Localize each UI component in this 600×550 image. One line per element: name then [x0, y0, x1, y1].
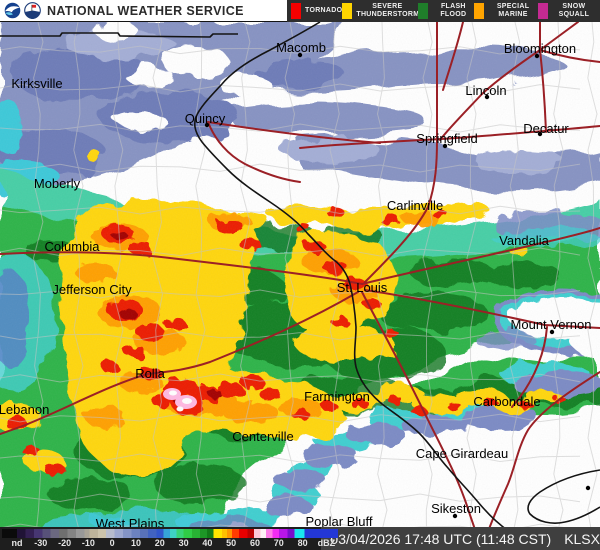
- legend-item: SPECIAL MARINE: [474, 3, 537, 19]
- city-dot: [585, 485, 591, 491]
- city-dot: [534, 53, 540, 59]
- nws-logo-icon: [24, 2, 41, 19]
- scale-tick-label: 40: [202, 538, 213, 548]
- legend-label: TORNADO: [305, 6, 343, 14]
- radar-reflectivity-image: [0, 22, 600, 550]
- noaa-logo-icon: [4, 2, 21, 19]
- scale-tick-label: 10: [130, 538, 142, 548]
- scale-tick-label: 70: [273, 538, 284, 548]
- legend-swatch: [291, 3, 301, 19]
- city-markers: [204, 52, 591, 519]
- state-borders: [0, 22, 600, 550]
- header-bar: NATIONAL WEATHER SERVICE TORNADO SEVERE T…: [0, 0, 600, 22]
- legend-label: FLASH FLOOD: [440, 2, 467, 18]
- legend-swatch: [418, 3, 429, 19]
- agency-title: NATIONAL WEATHER SERVICE: [47, 3, 244, 18]
- timestamp: 03/04/2026 17:48 UTC (11:48 CST): [330, 530, 552, 547]
- reflectivity-scale: nd -30 -20 -10 0 10 20 30 40 50 60 70 80 dBZ: [0, 527, 338, 550]
- legend-swatch: [537, 3, 548, 19]
- legend-swatch: [474, 3, 485, 19]
- status-bar: 03/04/2026 17:48 UTC (11:48 CST) KLSX: [321, 527, 600, 550]
- bottom-bar: nd -30 -20 -10 0 10 20 30 40 50 60 70 80 dBZ 03/04/20…: [0, 527, 600, 550]
- radar-noise-texture: [0, 22, 600, 550]
- reflectivity-scale-ticks: nd -30 -20 -10 0 10 20 30 40 50 60 70 80 dBZ: [0, 538, 340, 550]
- scale-tick-label: 30: [178, 538, 189, 548]
- reflectivity-colorbar: [2, 529, 338, 538]
- legend-swatch: [342, 3, 353, 19]
- header-branding: NATIONAL WEATHER SERVICE: [0, 0, 287, 22]
- city-dot: [442, 143, 448, 149]
- scale-tick-label: 80: [297, 538, 308, 548]
- legend-item: TORNADO: [291, 3, 342, 19]
- city-dot: [204, 122, 210, 128]
- legend-label: SNOW SQUALL: [558, 2, 590, 18]
- city-dot: [452, 513, 458, 519]
- scale-tick-label: 0: [109, 538, 115, 548]
- scale-tick-label: -10: [81, 538, 95, 548]
- city-dot: [549, 329, 555, 335]
- legend-item: SNOW SQUALL: [537, 2, 596, 19]
- legend-item: SEVERE THUNDERSTORM: [342, 2, 420, 19]
- highway-lines: [0, 22, 600, 550]
- scale-tick-label: -20: [58, 538, 72, 548]
- legend-label: SEVERE THUNDERSTORM: [356, 2, 420, 18]
- radar-map[interactable]: Kirksville Macomb Bloomington Quincy Lincoln…: [0, 22, 600, 550]
- city-dot: [537, 131, 543, 137]
- station-id: KLSX: [564, 530, 600, 547]
- scale-tick-label: 20: [154, 538, 165, 548]
- scale-tick-label: 60: [249, 538, 261, 548]
- legend-item: FLASH FLOOD: [418, 3, 474, 19]
- city-dot: [484, 94, 490, 100]
- warning-legend: TORNADO SEVERE THUNDERSTORM FLASH FLOOD SPE…: [287, 0, 600, 22]
- scale-tick-label: 50: [226, 538, 237, 548]
- city-dot: [297, 52, 303, 58]
- scale-tick-label: -30: [34, 538, 48, 548]
- scale-tick-label: nd: [11, 538, 23, 548]
- scale-unit-label: dBZ: [317, 538, 336, 548]
- legend-label: SPECIAL MARINE: [496, 2, 530, 18]
